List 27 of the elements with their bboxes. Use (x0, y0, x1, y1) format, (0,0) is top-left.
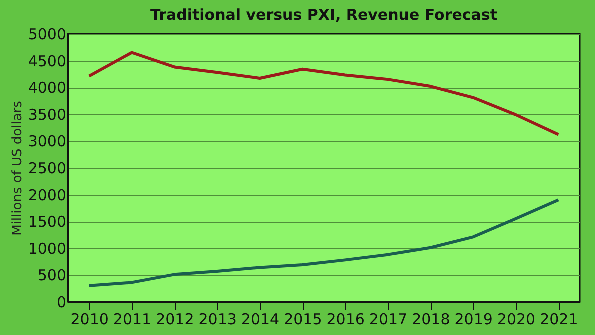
chart-title: Traditional versus PXI, Revenue Forecast (150, 6, 498, 24)
x-tick-label: 2020 (497, 310, 536, 328)
y-tick-label: 4500 (28, 52, 66, 70)
x-tick-label: 2015 (284, 310, 322, 328)
line-series (88, 198, 560, 288)
y-tick-label: 4000 (28, 79, 66, 98)
y-tick-label: 1500 (28, 213, 66, 232)
y-tick-label: 500 (38, 266, 66, 285)
y-tick-label: 0 (56, 294, 66, 312)
y-tick-label: 2000 (28, 186, 66, 204)
line-series (88, 51, 560, 136)
y-tick-label: 2500 (28, 160, 66, 178)
x-tick-label: 2019 (454, 310, 493, 328)
x-tick-label: 2011 (113, 310, 152, 328)
x-tick-label: 2010 (70, 310, 109, 328)
x-tick-label: 2016 (326, 310, 365, 328)
x-tick-label: 2013 (198, 310, 237, 328)
y-tick-label: 3500 (28, 106, 66, 124)
y-tick-label: 1000 (28, 240, 66, 258)
x-tick-label: 2021 (540, 310, 578, 328)
x-tick-label: 2017 (369, 310, 408, 328)
y-axis-title: Millions of US dollars (10, 100, 26, 236)
x-tick-label: 2012 (156, 310, 194, 328)
x-tick-label: 2014 (241, 310, 280, 328)
y-tick-label: 3000 (28, 132, 66, 151)
y-tick-label: 5000 (28, 26, 66, 44)
x-tick-label: 2018 (412, 310, 450, 328)
